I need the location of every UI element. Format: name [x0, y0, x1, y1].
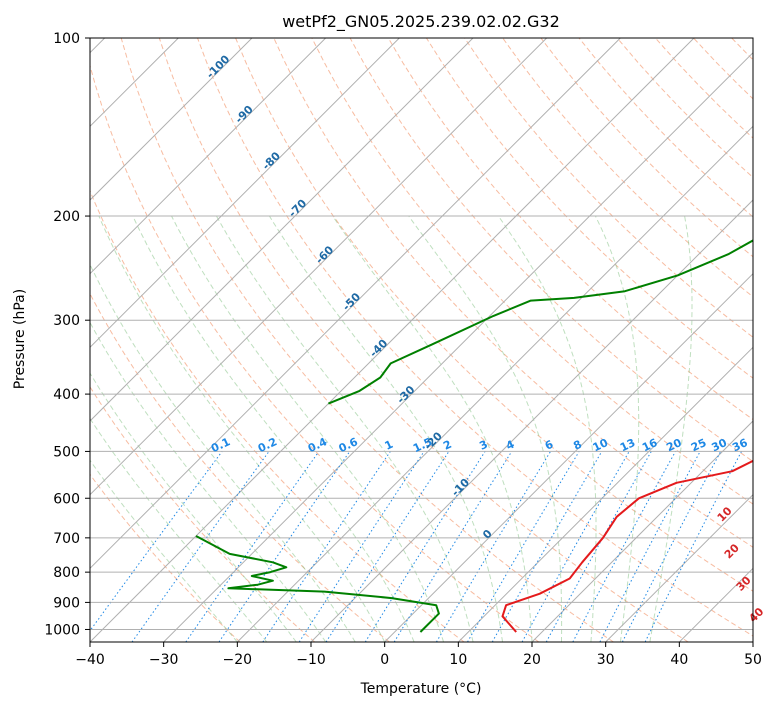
x-tick-label: 10 — [449, 652, 467, 668]
dry-adiabat-line — [770, 38, 775, 642]
x-tick-label: 0 — [380, 652, 389, 668]
x-tick-label: 50 — [744, 652, 762, 668]
x-tick-label: −10 — [296, 652, 326, 668]
x-tick-label: 40 — [670, 652, 688, 668]
x-tick-label: 30 — [597, 652, 615, 668]
y-axis-label: Pressure (hPa) — [12, 289, 28, 389]
x-tick-label: −40 — [75, 652, 105, 668]
x-tick-label: −30 — [149, 652, 179, 668]
y-tick-label: 500 — [53, 444, 80, 460]
isotherm-line — [753, 38, 775, 642]
y-tick-label: 100 — [53, 31, 80, 47]
y-tick-label: 1000 — [44, 622, 80, 638]
x-tick-label: −20 — [223, 652, 253, 668]
chart-title: wetPf2_GN05.2025.239.02.02.G32 — [282, 12, 560, 32]
y-tick-label: 700 — [53, 531, 80, 547]
y-tick-label: 200 — [53, 209, 80, 225]
y-tick-label: 900 — [53, 595, 80, 611]
y-tick-label: 400 — [53, 387, 80, 403]
x-axis-label: Temperature (°C) — [360, 681, 482, 697]
x-tick-label: 20 — [523, 652, 541, 668]
y-tick-label: 800 — [53, 565, 80, 581]
y-tick-label: 600 — [53, 491, 80, 507]
y-tick-label: 300 — [53, 313, 80, 329]
